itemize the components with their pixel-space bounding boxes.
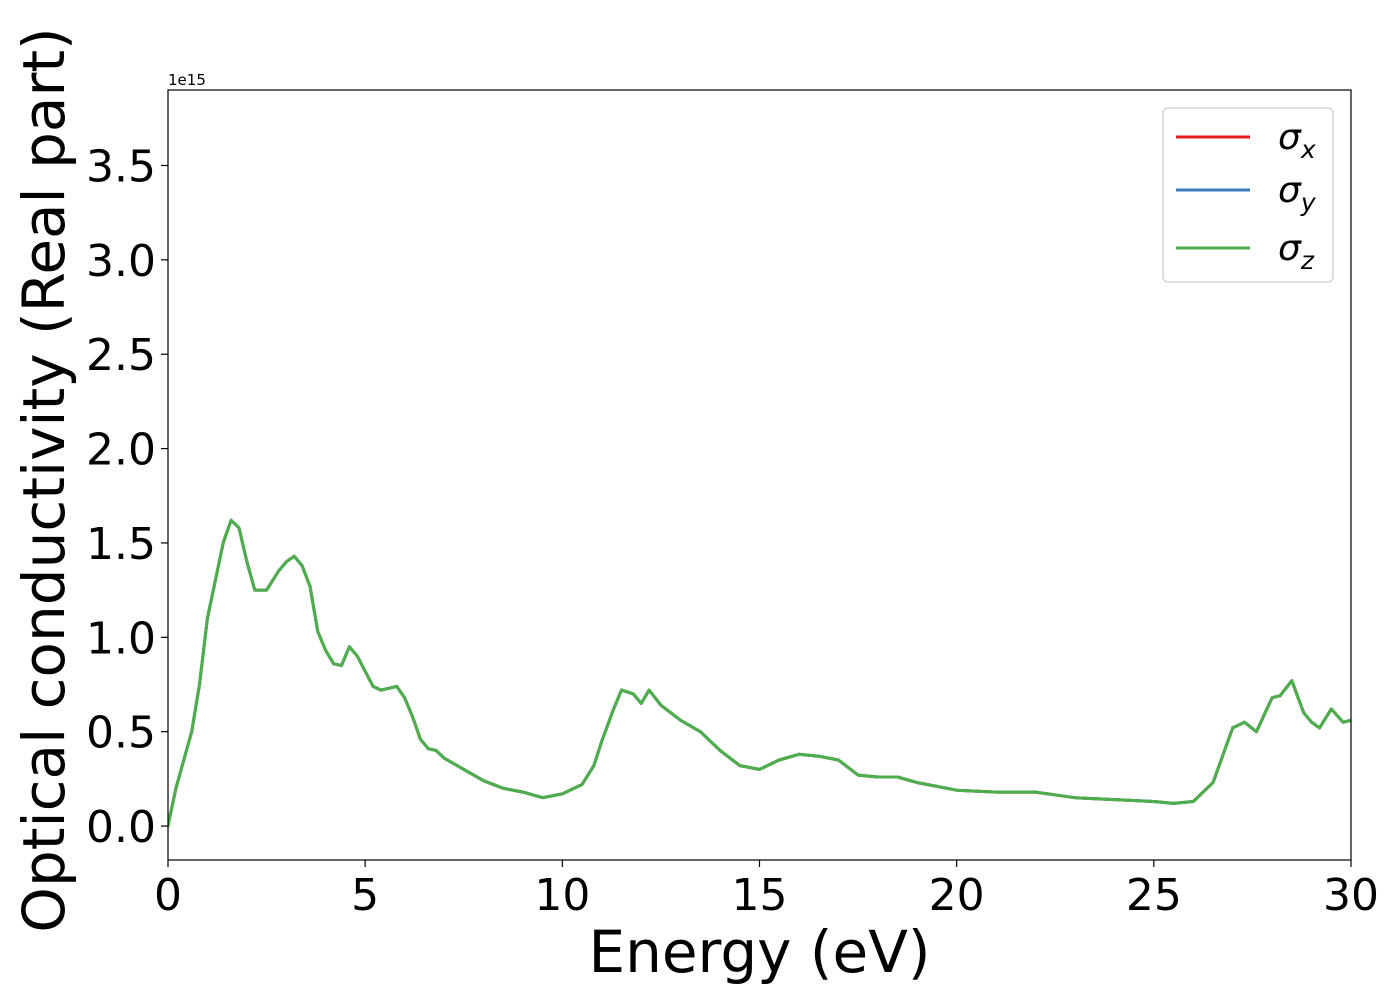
y-tick-label: 0.0: [86, 802, 156, 853]
x-axis-label: Energy (eV): [588, 918, 930, 986]
series-line-σx: [168, 518, 1351, 828]
y-tick-label: 0.5: [86, 708, 156, 759]
y-tick-label: 1.5: [86, 519, 156, 570]
y-tick-label: 2.0: [86, 425, 156, 476]
x-tick-label: 5: [351, 870, 379, 921]
legend-box: [1162, 107, 1334, 283]
y-tick-label: 3.5: [86, 141, 156, 192]
x-axis: 0 5 10 15 20 25 30: [154, 860, 1379, 921]
x-tick-label: 25: [1126, 870, 1182, 921]
y-tick-label: 2.5: [86, 330, 156, 381]
series-line-σz: [168, 518, 1351, 828]
y-tick-label: 1.0: [86, 613, 156, 664]
y-offset-text: 1e15: [168, 71, 206, 89]
legend-label: σx: [1278, 117, 1316, 164]
y-axis: 0.0 0.5 1.0 1.5 2.0 2.5 3.0 3.5: [86, 141, 168, 853]
x-tick-label: 20: [929, 870, 985, 921]
x-tick-label: 0: [154, 870, 182, 921]
y-tick-label: 3.0: [86, 236, 156, 287]
legend-label: σz: [1278, 228, 1315, 275]
x-tick-label: 30: [1323, 870, 1379, 921]
series-line-σy: [168, 518, 1351, 828]
legend-label: σy: [1278, 170, 1317, 217]
x-tick-label: 15: [732, 870, 788, 921]
y-axis-label: Optical conductivity (Real part): [10, 27, 78, 932]
legend: σx σy σz: [1162, 107, 1334, 283]
x-tick-label: 10: [534, 870, 590, 921]
series-layer: [168, 518, 1351, 828]
